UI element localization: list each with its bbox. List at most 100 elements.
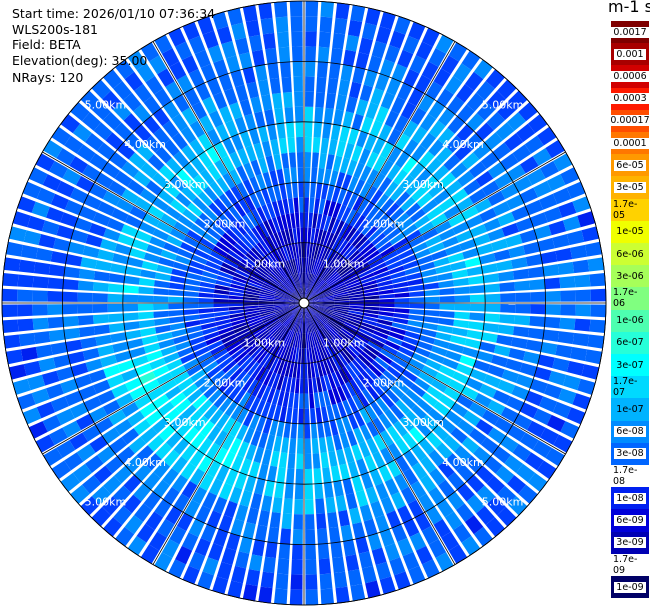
beta-cell <box>172 261 189 272</box>
beta-cell <box>289 589 303 605</box>
beta-cell <box>287 315 297 330</box>
beta-cell <box>298 348 302 364</box>
beta-cell <box>200 322 217 330</box>
beta-cell <box>461 535 481 556</box>
beta-cell <box>216 26 233 45</box>
beta-cell <box>197 455 213 473</box>
beta-cell <box>380 447 394 465</box>
colorbar-units-title: m-1 sr-1 <box>608 0 650 16</box>
beta-cell <box>60 472 81 492</box>
start-time-label: Start time: 2026/01/10 07:36:34 <box>12 6 216 21</box>
beta-cell <box>62 420 82 438</box>
beta-cell <box>375 322 392 331</box>
beta-cell <box>347 128 360 145</box>
beta-cell <box>91 506 111 527</box>
beta-cell <box>157 519 175 538</box>
beta-cell <box>294 242 300 259</box>
beta-cell <box>336 449 347 466</box>
beta-cell <box>42 174 62 192</box>
beta-cell <box>156 372 173 386</box>
beta-cell <box>292 332 298 348</box>
beta-cell <box>133 483 151 502</box>
beta-cell <box>318 345 326 361</box>
beta-cell <box>310 182 316 198</box>
beta-cell <box>425 358 442 371</box>
beta-cell <box>126 338 144 349</box>
colorbar-level-label: 3e-05 <box>614 181 646 193</box>
beta-cell <box>320 327 331 341</box>
beta-cell <box>311 315 321 330</box>
beta-cell <box>285 407 293 424</box>
colorbar-level-label: 0.00017 <box>608 115 650 127</box>
beta-cell <box>153 127 171 146</box>
beta-cell <box>422 365 439 378</box>
beta-cell <box>135 363 152 376</box>
beta-cell <box>320 137 330 154</box>
beta-cell <box>261 188 271 205</box>
beta-cell <box>266 387 276 404</box>
beta-cell <box>407 88 424 107</box>
beta-cell <box>58 516 79 537</box>
beta-cell <box>286 277 296 291</box>
beta-cell <box>497 79 517 100</box>
beta-cell <box>487 364 505 378</box>
beta-cell <box>162 467 179 486</box>
beta-cell <box>305 61 316 77</box>
beta-cell <box>317 543 330 560</box>
beta-cell <box>131 355 149 368</box>
beta-cell <box>465 214 483 229</box>
beta-cell <box>411 144 427 162</box>
beta-cell <box>360 242 375 256</box>
beta-cell <box>387 146 402 164</box>
beta-cell <box>379 59 395 77</box>
beta-cell <box>280 312 293 324</box>
beta-cell <box>418 371 435 385</box>
beta-cell <box>274 249 284 264</box>
beta-cell <box>326 250 337 265</box>
beta-cell <box>397 49 414 68</box>
beta-cell <box>318 304 335 308</box>
beta-cell <box>380 245 396 258</box>
beta-cell <box>259 307 275 313</box>
beta-cell <box>93 122 113 141</box>
beta-cell <box>89 183 108 200</box>
beta-cell <box>152 479 170 498</box>
beta-cell <box>17 289 33 302</box>
beta-cell <box>253 142 265 160</box>
beta-cell <box>323 215 332 232</box>
beta-cell <box>168 309 184 317</box>
beta-cell <box>314 313 327 325</box>
beta-cell <box>517 528 538 549</box>
beta-cell <box>479 208 497 223</box>
beta-cell <box>411 126 428 144</box>
beta-cell <box>184 88 201 107</box>
beta-cell <box>32 276 49 289</box>
beta-cell <box>228 385 242 401</box>
beta-cell <box>345 381 357 397</box>
beta-cell <box>123 494 142 514</box>
beta-cell <box>305 46 317 62</box>
beta-cell <box>266 276 280 287</box>
beta-cell <box>351 232 365 247</box>
beta-cell <box>326 322 340 334</box>
beta-cell <box>333 17 348 35</box>
beta-cell <box>479 341 496 353</box>
beta-cell <box>481 409 500 426</box>
beta-cell <box>294 499 303 515</box>
beta-cell <box>233 370 247 385</box>
beta-cell <box>110 332 127 343</box>
beta-cell <box>290 275 298 290</box>
beta-cell <box>277 31 290 48</box>
beta-cell <box>299 333 303 349</box>
beta-cell <box>310 362 316 379</box>
beta-cell <box>212 576 229 595</box>
beta-cell <box>20 244 38 260</box>
beta-cell <box>305 559 317 575</box>
beta-cell <box>497 506 517 527</box>
beta-cell <box>361 280 377 288</box>
beta-cell <box>545 304 561 316</box>
beta-cell <box>292 258 298 274</box>
beta-cell <box>486 90 506 110</box>
colorbar-level-label: 0.0001 <box>611 137 649 149</box>
beta-cell <box>407 320 424 328</box>
